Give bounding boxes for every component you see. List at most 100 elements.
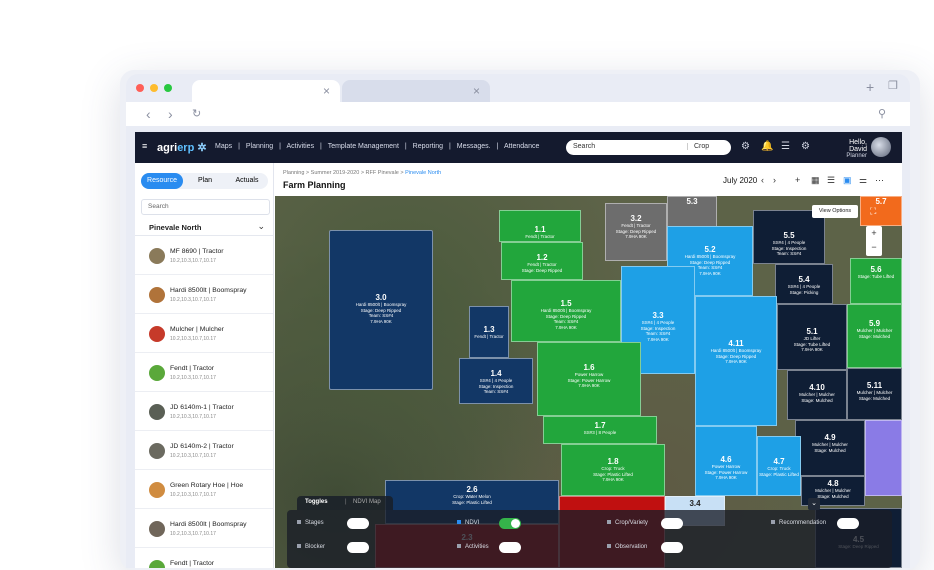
field-1-2[interactable]: 1.2 Fendt | Tractor Stage: Deep Ripped bbox=[501, 242, 583, 280]
breadcrumb-path[interactable]: Planning > Summer 2019-2020 > RFF Pineva… bbox=[283, 170, 406, 176]
collapse-chevron-icon[interactable]: ⌄ bbox=[808, 498, 820, 510]
menu-maps[interactable]: Maps bbox=[215, 143, 233, 150]
next-month-icon[interactable]: › bbox=[773, 175, 776, 185]
reload-icon[interactable]: ↻ bbox=[192, 108, 202, 120]
field-1-7[interactable]: 1.7 SS#3 | 8 People bbox=[543, 416, 657, 444]
resource-item[interactable]: JD 6140m-1 | Tractor 10.2,10.3,10.7,10.17 bbox=[135, 392, 273, 431]
zoom-out-icon[interactable]: − bbox=[871, 242, 877, 252]
field-5-5[interactable]: 5.5 SS#4 | 4 People Stage: Inspection Team:… bbox=[753, 210, 825, 264]
avatar[interactable] bbox=[871, 137, 891, 157]
recommendation-toggle[interactable] bbox=[837, 518, 859, 529]
activities-toggle[interactable] bbox=[499, 542, 521, 553]
notification-icon[interactable]: 🔔 bbox=[761, 141, 774, 152]
field-purple[interactable] bbox=[865, 420, 902, 496]
global-search[interactable]: Search Crop bbox=[566, 140, 731, 155]
field-1-8[interactable]: 1.8 Crop: Truck Stage: Plastic Lifted 7.9HA… bbox=[561, 444, 665, 496]
field-4-10[interactable]: 4.10 Mulcher | Mulcher Stage: Mulched bbox=[787, 370, 847, 420]
resource-item[interactable]: Hardi 8500lt | Boomspray 10.2,10.3,10.7,1… bbox=[135, 275, 273, 314]
field-4-7[interactable]: 4.7 Crop: Truck Stage: Plastic Lifted bbox=[757, 436, 801, 496]
sidebar-search-input[interactable]: Search bbox=[141, 199, 270, 215]
resource-item[interactable]: Fendt | Tractor 10.2,10.3,10.7,10.17 bbox=[135, 353, 273, 392]
field-5-4[interactable]: 5.4 SS#4 | 4 People Stage: Picking bbox=[775, 264, 833, 304]
segment-plan[interactable]: Plan bbox=[197, 177, 212, 184]
close-window-dot[interactable] bbox=[136, 84, 144, 92]
restore-window-icon[interactable]: ❐ bbox=[888, 80, 898, 92]
field-5-9[interactable]: 5.9 Mulcher | Mulcher Stage: Mulched bbox=[847, 304, 902, 368]
tab-ndvi-map[interactable]: NDVI Map bbox=[353, 499, 381, 505]
field-5-11[interactable]: 5.11 Mulcher | Mulcher Stage: Mulched bbox=[847, 368, 902, 420]
field-line: Hardi 8500lt | Boomspray bbox=[355, 302, 407, 307]
new-tab-icon[interactable]: + bbox=[866, 79, 875, 95]
resource-item[interactable]: MF 8690 | Tractor 10.2,10.3,10.7,10.17 bbox=[135, 236, 273, 275]
browser-tab-active[interactable]: × bbox=[192, 80, 340, 102]
resource-item[interactable]: Fendt | Tractor bbox=[135, 548, 273, 568]
field-3-2[interactable]: 3.2 Fendt | Tractor Stage: Deep Ripped 7.9H… bbox=[605, 203, 667, 261]
crop-variety-toggle[interactable] bbox=[661, 518, 683, 529]
menu-planning[interactable]: Planning bbox=[245, 143, 274, 150]
field-1-1[interactable]: 1.1 Fendt | Tractor bbox=[499, 210, 581, 242]
forward-icon[interactable]: › bbox=[168, 106, 173, 122]
farm-map[interactable]: 3.0 Hardi 8500lt | Boomspray Stage: Deep R… bbox=[275, 196, 902, 568]
map-icon[interactable]: ▣ bbox=[843, 175, 852, 185]
app-frame: ≡ agrierp ✲ Maps | Planning | Activities… bbox=[135, 132, 902, 568]
prev-month-icon[interactable]: ‹ bbox=[761, 175, 764, 185]
field-4-6[interactable]: 4.6 Power Harrow Stage: Power Harrow 7.9HA … bbox=[695, 426, 757, 496]
field-5-7[interactable]: 5.7 bbox=[860, 196, 902, 226]
group-header[interactable]: Pinevale North ⌄ bbox=[135, 219, 273, 236]
menu-activities[interactable]: Activities bbox=[286, 143, 315, 150]
search-input[interactable]: Search bbox=[573, 143, 596, 150]
tab-toggles[interactable]: Toggles bbox=[305, 499, 328, 505]
maximize-window-dot[interactable] bbox=[164, 84, 172, 92]
fullscreen-icon[interactable]: ⛶ bbox=[870, 206, 877, 216]
field-1-6[interactable]: 1.6 Power Harrow Stage: Power Harrow 7.9HA … bbox=[537, 342, 641, 416]
calendar-icon[interactable]: ▦ bbox=[811, 175, 820, 185]
field-1-3[interactable]: 1.3 Fendt | Tractor bbox=[469, 306, 509, 358]
sliders-icon[interactable]: ☰ bbox=[781, 141, 790, 152]
field-line: Stage: Deep Ripped bbox=[615, 228, 657, 234]
tractor-icon[interactable]: ⚙ bbox=[741, 141, 750, 152]
menu-reporting[interactable]: Reporting bbox=[412, 143, 443, 150]
resource-item[interactable]: JD 6140m-2 | Tractor 10.2,10.3,10.7,10.17 bbox=[135, 431, 273, 470]
field-1-4[interactable]: 1.4 SS#4 | 4 People Stage: Inspection Team:… bbox=[459, 358, 533, 404]
search-scope-select[interactable]: Crop bbox=[687, 143, 709, 150]
hamburger-icon[interactable]: ≡ bbox=[142, 141, 148, 151]
back-icon[interactable]: ‹ bbox=[146, 106, 151, 122]
resource-item[interactable]: Green Rotary Hoe | Hoe 10.2,10.3,10.7,10.… bbox=[135, 470, 273, 509]
field-1-5[interactable]: 1.5 Hardi 8500lt | Boomspray Stage: Deep R… bbox=[511, 280, 621, 342]
field-id: 5.9 bbox=[868, 319, 881, 328]
resource-item[interactable]: Mulcher | Mulcher 10.2,10.3,10.7,10.17 bbox=[135, 314, 273, 353]
menu-attendance[interactable]: Attendance bbox=[503, 143, 540, 150]
more-icon[interactable]: ⋯ bbox=[875, 175, 884, 185]
zoom-in-icon[interactable]: + bbox=[871, 228, 877, 238]
menu-template-management[interactable]: Template Management bbox=[327, 143, 399, 150]
add-icon[interactable]: + bbox=[795, 175, 801, 185]
tab-close-icon[interactable]: × bbox=[472, 84, 480, 98]
search-icon[interactable]: ⚲ bbox=[878, 108, 887, 120]
view-options-button[interactable]: View Options bbox=[812, 205, 858, 218]
field-5-1[interactable]: 5.1 JD Lifter Stage: Tube Lifted 7.9HA 90K bbox=[777, 304, 847, 370]
resource-item[interactable]: Hardi 8500lt | Boomspray 10.2,10.3,10.7,1… bbox=[135, 509, 273, 548]
field-line: Stage: Inspection bbox=[478, 383, 514, 389]
browser-tab[interactable]: × bbox=[342, 80, 490, 102]
filter-icon[interactable]: ⚌ bbox=[859, 175, 868, 185]
stages-toggle[interactable] bbox=[347, 518, 369, 529]
field-5-2[interactable]: 5.2 Hardi 8500lt | Boomspray Stage: Deep R… bbox=[667, 226, 753, 296]
tab-close-icon[interactable]: × bbox=[322, 84, 330, 98]
address-bar[interactable]: ‹ › ↻ ⚲ bbox=[126, 102, 910, 126]
field-3-0[interactable]: 3.0 Hardi 8500lt | Boomspray Stage: Deep R… bbox=[329, 230, 433, 390]
chevron-down-icon[interactable]: ⌄ bbox=[257, 221, 265, 231]
ndvi-toggle[interactable] bbox=[499, 518, 521, 529]
field-4-11[interactable]: 4.11 Hardi 8500lt | Boomspray Stage: Deep … bbox=[695, 296, 777, 426]
observation-toggle[interactable] bbox=[661, 542, 683, 553]
settings-gear-icon[interactable]: ⚙ bbox=[801, 141, 810, 152]
menu-messages[interactable]: Messages. bbox=[456, 143, 491, 150]
segment-actuals[interactable]: Actuals bbox=[235, 177, 259, 184]
field-5-6[interactable]: 5.6 Stage: Tube Lifted bbox=[850, 258, 902, 304]
resource-thumbnail bbox=[149, 248, 165, 264]
blocker-toggle[interactable] bbox=[347, 542, 369, 553]
field-4-9[interactable]: 4.9 Mulcher | Mulcher Stage: Mulched bbox=[795, 420, 865, 476]
minimize-window-dot[interactable] bbox=[150, 84, 158, 92]
segment-resource[interactable]: Resource bbox=[141, 173, 183, 189]
list-icon[interactable]: ☰ bbox=[827, 175, 836, 185]
field-id: 5.2 bbox=[704, 245, 716, 254]
